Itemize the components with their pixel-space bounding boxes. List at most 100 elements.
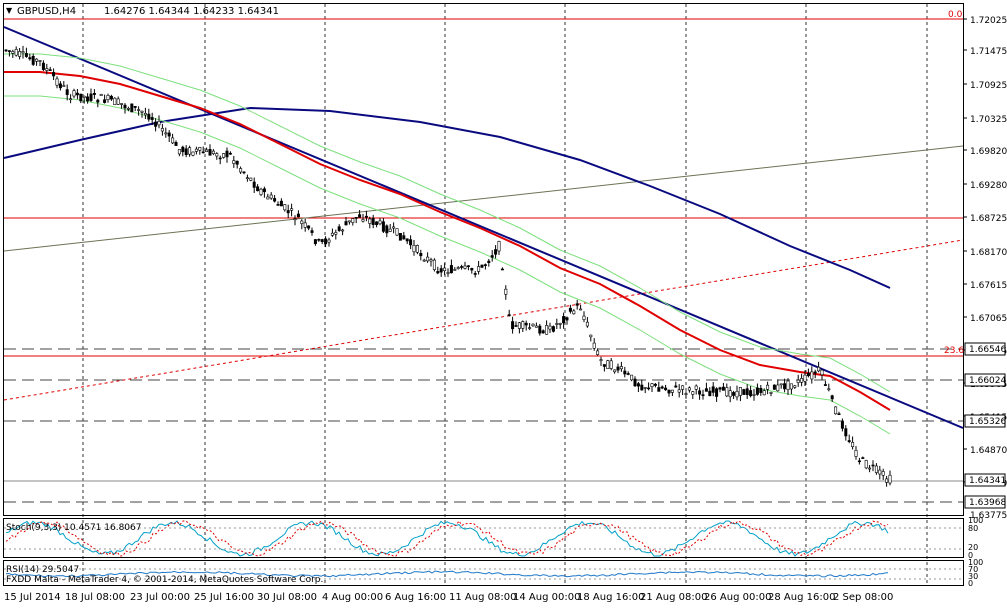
candle-body	[426, 256, 430, 262]
price-badge-level-b: 1.66024	[964, 373, 1006, 387]
candle-body	[524, 322, 528, 326]
price-tick-label: 1.69820	[970, 147, 1007, 157]
candle-body	[718, 387, 722, 390]
price-tick-label: 1.63775	[970, 511, 1007, 521]
candle-body	[18, 51, 22, 57]
candle-body	[854, 449, 858, 457]
candle-body	[630, 374, 634, 381]
time-axis: 15 Jul 2014 18 Jul 08:00 23 Jul 00:00 25 Ju…	[4, 592, 893, 603]
candle-body	[572, 310, 576, 315]
candle-body	[701, 394, 705, 397]
candle-body	[232, 160, 236, 164]
candle-body	[215, 153, 219, 157]
candle-body	[803, 374, 807, 382]
time-label: 11 Aug 08:00	[449, 592, 516, 603]
candle-body	[568, 307, 572, 312]
candle-body	[681, 385, 685, 390]
candle-body	[660, 386, 664, 389]
candle-body	[735, 390, 739, 398]
candle-body	[687, 387, 691, 391]
time-label: 2 Sep 08:00	[833, 592, 893, 603]
candle-body	[194, 148, 198, 152]
candle-body	[796, 379, 800, 383]
candle-body	[317, 239, 321, 241]
candle-body	[623, 370, 627, 375]
candle-body	[691, 391, 695, 395]
candle-body	[55, 78, 59, 86]
candle-body	[783, 383, 787, 390]
candle-body	[432, 259, 436, 270]
candle-body	[436, 271, 440, 274]
candle-body	[844, 428, 848, 437]
time-label: 4 Aug 00:00	[322, 592, 383, 603]
candle-body	[347, 220, 351, 223]
candle-body	[211, 150, 215, 155]
rsi-tick-label: 30	[968, 572, 978, 581]
candle-body	[344, 221, 348, 226]
price-badge-current-text: 1.64341	[969, 476, 1006, 486]
rsi-tick-label: 100	[968, 558, 983, 567]
candle-body	[613, 369, 617, 373]
candle-body	[477, 266, 481, 272]
price-tick-label: 1.67065	[970, 314, 1007, 324]
candle-body	[351, 218, 355, 223]
candle-body	[551, 326, 555, 332]
candle-body	[827, 388, 831, 391]
candle-body	[517, 322, 521, 329]
candle-body	[745, 388, 749, 396]
candle-body	[269, 194, 273, 199]
candle-body	[290, 208, 294, 211]
main-panel[interactable]	[3, 3, 964, 516]
candle-body	[800, 378, 804, 383]
candle-body	[429, 259, 433, 262]
stoch-panel[interactable]	[3, 518, 964, 558]
rsi-tick-label: 70	[968, 565, 978, 574]
candle-body	[558, 323, 562, 325]
candle-body	[381, 221, 385, 232]
time-label: 23 Jul 00:00	[130, 592, 190, 603]
candle-body	[599, 359, 603, 361]
candle-body	[150, 117, 154, 120]
candle-body	[738, 386, 742, 396]
candle-body	[786, 380, 790, 390]
time-label: 26 Aug 00:00	[704, 592, 771, 603]
price-axis: 1.72025 1.71475 1.70925 1.70325 1.69820 1.692…	[963, 16, 1007, 521]
candle-body	[647, 387, 651, 390]
candle-body	[126, 108, 130, 110]
candle-body	[140, 110, 144, 113]
candle-body	[303, 222, 307, 228]
candle-body	[184, 148, 188, 155]
candle-body	[643, 387, 647, 389]
main-panel-frame	[3, 3, 964, 516]
candle-body	[871, 464, 875, 467]
price-tick-label: 1.67615	[970, 281, 1007, 291]
candle-body	[7, 50, 11, 52]
candle-body	[293, 218, 297, 221]
candle-body	[388, 228, 392, 232]
copyright-text: FXDD Malta - MetaTrader 4, © 2001-2014, …	[6, 575, 323, 585]
candle-body	[157, 121, 161, 126]
candle-body	[235, 160, 239, 165]
candle-body	[375, 221, 379, 226]
candle-body	[167, 132, 171, 137]
price-badge-level-d-text: 1.63968	[969, 498, 1006, 508]
time-label: 14 Aug 00:00	[513, 592, 580, 603]
stoch-main-line	[5, 520, 889, 557]
candle-body	[466, 265, 470, 268]
candle-body	[147, 113, 151, 120]
dropdown-arrow-icon[interactable]: ▼	[6, 6, 13, 15]
candle-body	[35, 58, 39, 62]
price-tick-label: 1.70925	[970, 81, 1007, 91]
candle-body	[667, 389, 671, 394]
candlesticks	[4, 45, 892, 487]
candle-body	[674, 385, 678, 388]
candle-body	[878, 469, 882, 475]
candle-body	[218, 157, 222, 160]
candle-body	[521, 321, 525, 329]
candle-body	[412, 245, 416, 253]
candle-body	[69, 98, 73, 100]
candle-body	[473, 273, 477, 275]
candle-body	[834, 406, 838, 415]
